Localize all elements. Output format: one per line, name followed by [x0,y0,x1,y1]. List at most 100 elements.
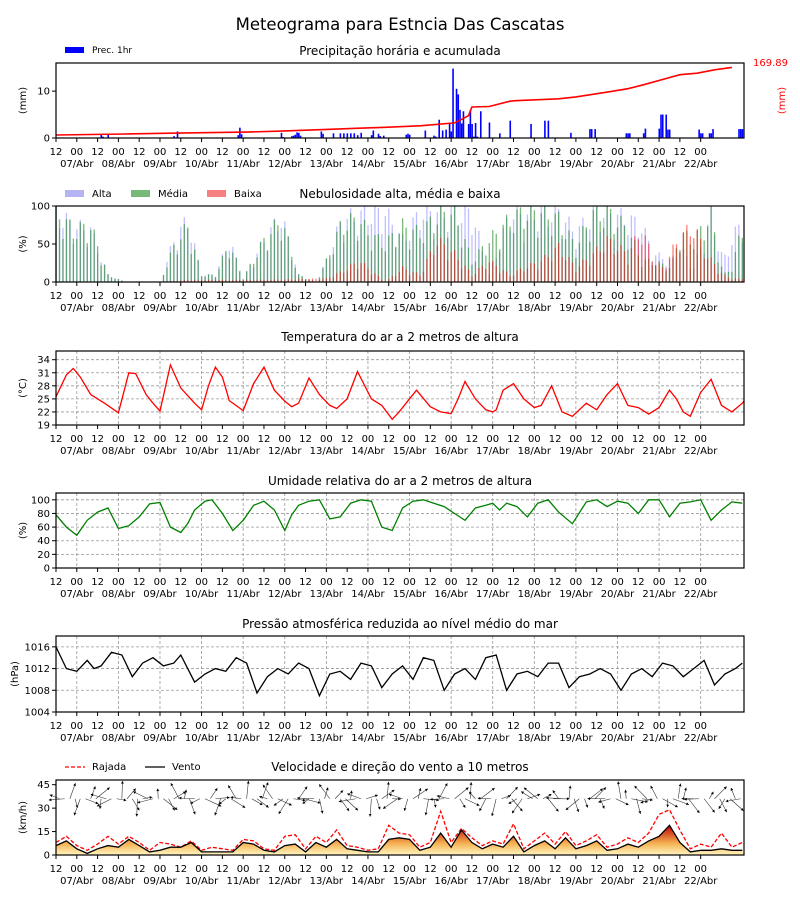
x-day-label: 20/Abr [601,446,635,457]
cloud-bar-media [86,243,88,282]
cloud-bar-baixa [516,270,518,282]
cloud-bar-baixa [367,268,369,282]
x-day-label: 19/Abr [559,589,593,600]
precip-bar [100,134,103,138]
cloud-bar-baixa [499,273,501,282]
cloud-bar-media [537,237,539,282]
x-tick-label: 12 [590,577,603,588]
precip-bar [467,123,470,138]
cloud-bar-baixa [533,263,536,282]
cloud-bar-baixa [242,280,244,282]
x-day-label: 21/Abr [642,733,676,744]
wind-direction-arrow [178,797,195,800]
precip-bar [322,133,324,138]
x-day-label: 22/Abr [684,303,718,314]
y-tick-label: 30 [37,804,50,815]
cloud-bar-media [502,224,504,282]
x-tick-label: 00 [694,864,707,875]
x-tick-label: 00 [70,577,83,588]
wind-arrow-head [170,783,174,787]
precip-bar [294,134,297,138]
x-tick-label: 12 [91,434,104,445]
x-day-label: 09/Abr [143,876,177,887]
x-day-label: 07/Abr [60,303,94,314]
cloud-bar-baixa [557,243,560,282]
wind-arrow-head [228,785,231,789]
cloud-bar-baixa [263,279,265,282]
x-tick-label: 12 [258,721,271,732]
cloud-bar-media [235,258,237,282]
cloud-bar-media [488,243,490,282]
wind-arrow-head [137,800,141,804]
precip-bar [660,114,662,138]
x-day-label: 18/Abr [518,446,552,457]
x-tick-label: 12 [590,721,603,732]
cloud-bar-media [533,210,536,282]
cloud-bar-media [568,230,570,282]
cloud-bar-baixa [606,235,608,282]
wind-arrow-head [347,793,351,796]
cloud-bar-media [516,209,518,282]
y-axis-label: (%) [18,522,29,539]
y-axis-label: (km/h) [18,801,29,834]
wind-direction-arrow [214,798,221,816]
cloud-bar-baixa [512,275,515,282]
panel-title: Temperatura do ar a 2 metros de altura [280,330,519,344]
x-tick-label: 12 [174,434,187,445]
precip-bar [644,128,647,138]
x-day-label: 11/Abr [226,303,260,314]
cloud-bar-baixa [259,279,262,282]
cloud-bar-media [246,271,248,282]
cloud-bar-baixa [304,279,307,282]
cloud-bar-baixa [318,279,321,282]
x-day-label: 08/Abr [102,303,136,314]
x-tick-label: 00 [653,721,666,732]
cloud-bar-baixa [277,279,279,282]
cloud-bar-media [270,234,272,282]
x-tick-label: 00 [445,434,458,445]
precip-bar [544,120,546,138]
cloud-bar-alta [727,256,730,282]
cloud-bar-media [450,214,452,282]
x-tick-label: 12 [549,864,562,875]
cloud-bar-baixa [589,265,591,282]
precip-bar [433,135,435,138]
x-tick-label: 00 [653,291,666,302]
wind-arrow-head [465,787,469,791]
y-tick-label: 60 [37,523,50,534]
cloud-bar-baixa [727,277,730,282]
x-tick-label: 12 [632,721,645,732]
x-day-label: 18/Abr [518,733,552,744]
precip-bar [658,128,661,138]
cloud-bar-media [540,213,542,282]
wind-arrow-head [135,813,139,817]
wind-arrow-head [617,781,620,785]
cloud-bar-baixa [679,252,681,282]
wind-arrow-head [265,782,269,786]
wind-direction-arrow [617,781,622,799]
cloud-bar-baixa [415,272,418,282]
x-tick-label: 12 [133,577,146,588]
cloud-bar-baixa [710,257,712,282]
precip-bar [343,133,345,138]
x-day-label: 15/Abr [393,876,427,887]
precip-bar [667,129,669,138]
cloud-bar-media [367,235,369,282]
cloud-bar-baixa [485,269,487,282]
y-tick-label: 34 [37,355,50,366]
x-tick-label: 12 [632,864,645,875]
x-tick-label: 00 [112,721,125,732]
x-tick-label: 12 [341,147,354,158]
x-tick-label: 12 [590,864,603,875]
cloud-bar-baixa [270,279,272,282]
wind-arrow-head [374,794,378,798]
cloud-bar-baixa [655,265,657,282]
x-tick-label: 12 [299,864,312,875]
wind-arrow-head [479,808,482,812]
x-day-label: 22/Abr [684,876,718,887]
precip-bar [240,134,243,138]
x-tick-label: 12 [341,864,354,875]
wind-arrow-head [133,788,136,792]
cloud-bar-media [273,219,276,282]
x-tick-label: 00 [237,147,250,158]
